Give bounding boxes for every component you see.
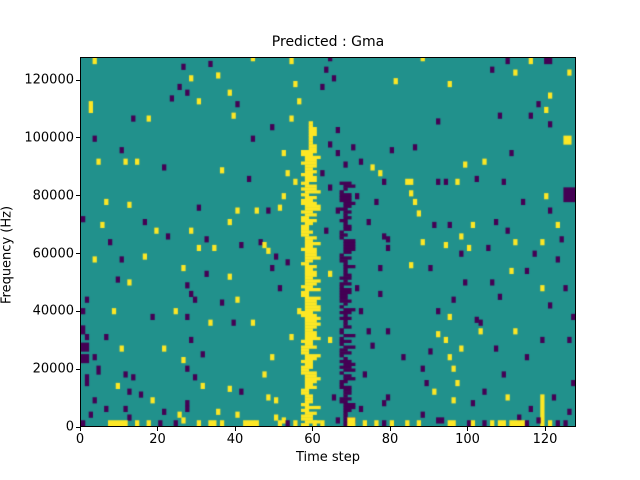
y-tick-mark xyxy=(76,426,80,428)
y-tick-mark xyxy=(76,310,80,312)
x-tick-label: 40 xyxy=(226,432,244,447)
chart-title: Predicted : Gma xyxy=(271,34,385,50)
x-tick-mark xyxy=(389,427,391,431)
x-tick-label: 80 xyxy=(381,432,399,447)
y-tick-label: 120000 xyxy=(24,72,74,88)
x-tick-mark xyxy=(467,427,468,431)
plot-area xyxy=(80,57,576,427)
x-tick-label: 60 xyxy=(304,432,321,447)
y-tick-label: 80000 xyxy=(32,188,74,204)
x-tick-mark xyxy=(79,427,81,431)
heatmap-canvas xyxy=(81,58,575,426)
x-tick-mark xyxy=(312,427,313,431)
y-tick-mark xyxy=(76,368,80,370)
y-tick-label: 20000 xyxy=(32,361,74,377)
x-tick-mark xyxy=(157,427,158,431)
x-tick-label: 100 xyxy=(455,432,480,447)
x-tick-label: 20 xyxy=(149,432,166,447)
y-tick-mark xyxy=(76,195,80,197)
y-tick-label: 100000 xyxy=(24,130,74,146)
y-tick-mark xyxy=(76,253,80,255)
x-tick-label: 120 xyxy=(532,432,558,447)
x-axis-label: Time step xyxy=(295,450,361,465)
x-tick-mark xyxy=(234,427,236,431)
y-tick-label: 40000 xyxy=(32,303,74,319)
y-tick-mark xyxy=(76,137,80,139)
y-tick-label: 0 xyxy=(65,419,74,435)
y-tick-mark xyxy=(76,79,80,81)
x-tick-mark xyxy=(544,427,546,431)
y-tick-label: 60000 xyxy=(32,246,74,262)
x-tick-label: 0 xyxy=(75,432,85,447)
